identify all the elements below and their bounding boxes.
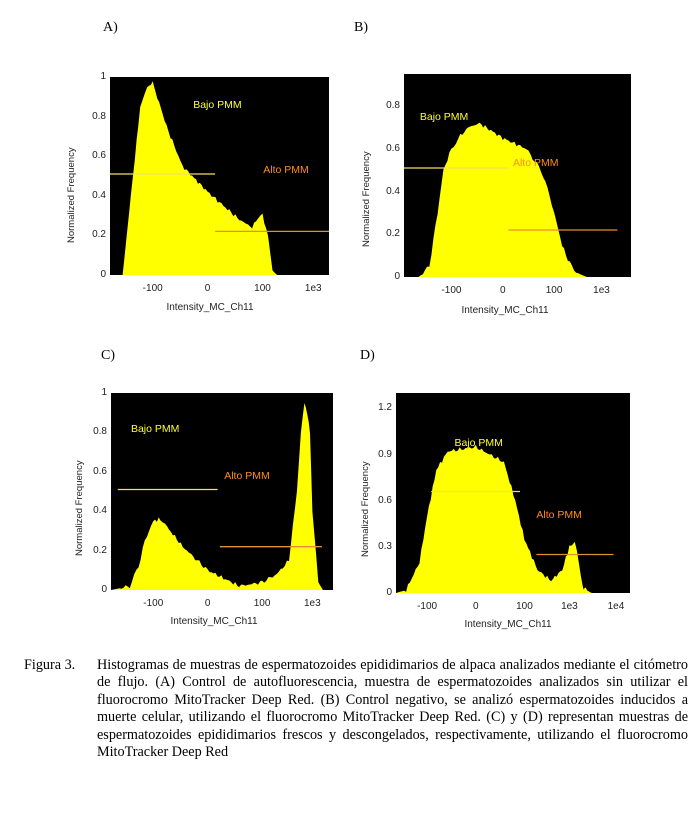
y-tick-label-a: 0.6 [92, 150, 106, 162]
annotation-bajo-pmm-d: Bajo PMM [454, 437, 503, 449]
y-tick-label-a: 0.4 [92, 189, 106, 201]
y-tick-label-b: 0.6 [386, 142, 400, 154]
x-tick-label-c: 1e3 [304, 598, 321, 609]
panel-label-a: A) [103, 20, 118, 35]
y-tick-label-a: 1 [100, 71, 106, 82]
panel-label-b: B) [354, 20, 368, 35]
y-tick-label-c: 0 [101, 584, 107, 595]
y-tick-label-b: 0 [394, 271, 400, 282]
histogram-area-b [404, 122, 587, 277]
y-tick-label-a: 0.8 [92, 110, 106, 122]
annotation-alto-pmm-c: Alto PMM [224, 469, 270, 482]
x-axis-label-d: Intensity_MC_Ch11 [464, 619, 552, 630]
y-tick-label-c: 0.4 [93, 505, 107, 517]
x-tick-label-c: -100 [143, 598, 164, 609]
x-tick-label-d: 1e4 [607, 601, 625, 612]
caption-label: Figura 3. [24, 657, 76, 673]
histogram-area-d [396, 444, 592, 593]
histogram-area-a [110, 81, 278, 275]
y-tick-label-c: 0.2 [93, 544, 107, 556]
histogram-area-c [111, 403, 323, 590]
histogram-svg-b [404, 122, 618, 277]
y-tick-label-a: 0.2 [92, 229, 106, 241]
x-axis-label-c: Intensity_MC_Ch11 [170, 616, 258, 627]
x-tick-label-c: 0 [204, 598, 211, 609]
x-axis-label-a: Intensity_MC_Ch11 [166, 302, 254, 313]
x-tick-label-d: -100 [417, 601, 438, 612]
x-tick-label-a: -100 [142, 283, 163, 294]
x-tick-label-a: 100 [254, 283, 271, 294]
x-tick-label-b: 100 [545, 285, 563, 296]
plot-area-a: Bajo PMM Alto PMM [110, 77, 329, 275]
annotation-alto-pmm-d: Alto PMM [536, 509, 582, 521]
y-tick-label-a: 0 [100, 269, 106, 280]
y-tick-label-c: 0.6 [93, 465, 107, 477]
y-tick-label-b: 0.2 [386, 228, 400, 240]
x-axis-label-b: Intensity_MC_Ch11 [461, 305, 549, 316]
x-tick-label-b: -100 [441, 285, 462, 296]
x-tick-label-b: 1e3 [593, 285, 610, 296]
annotation-bajo-pmm-a: Bajo PMM [193, 98, 242, 111]
y-tick-label-c: 0.8 [93, 426, 107, 438]
plot-area-b: Bajo PMM Alto PMM [404, 74, 631, 277]
x-tick-label-a: 0 [204, 283, 211, 294]
y-tick-label-d: 0.6 [378, 494, 392, 506]
x-tick-label-c: 100 [253, 598, 271, 609]
panel-label-c: C) [101, 348, 115, 363]
caption-text: Histogramas de muestras de espermatozoid… [97, 657, 688, 761]
x-tick-label-b: 0 [499, 285, 506, 296]
histogram-svg-d [396, 444, 614, 593]
annotation-alto-pmm-b: Alto PMM [512, 157, 559, 170]
x-tick-label-d: 100 [516, 601, 533, 612]
y-tick-label-d: 0 [386, 587, 392, 598]
x-tick-label-d: 1e3 [561, 601, 578, 612]
histogram-svg-a [110, 81, 329, 275]
histogram-svg-c [111, 403, 323, 590]
x-tick-label-a: 1e3 [304, 283, 322, 294]
y-tick-label-d: 1.2 [378, 402, 392, 414]
annotation-bajo-pmm-b: Bajo PMM [419, 110, 469, 123]
x-tick-label-d: 0 [472, 601, 479, 612]
y-tick-label-d: 0.9 [378, 448, 392, 460]
y-tick-label-c: 1 [101, 387, 107, 398]
annotation-bajo-pmm-c: Bajo PMM [130, 422, 180, 435]
plot-area-c: Bajo PMM Alto PMM [111, 393, 333, 590]
plot-area-d: Bajo PMM Alto PMM [396, 393, 630, 593]
y-tick-label-b: 0.4 [386, 185, 400, 197]
annotation-alto-pmm-a: Alto PMM [263, 164, 309, 177]
y-tick-label-d: 0.3 [378, 540, 392, 552]
panel-label-d: D) [360, 348, 375, 363]
y-tick-label-b: 0.8 [386, 100, 400, 112]
